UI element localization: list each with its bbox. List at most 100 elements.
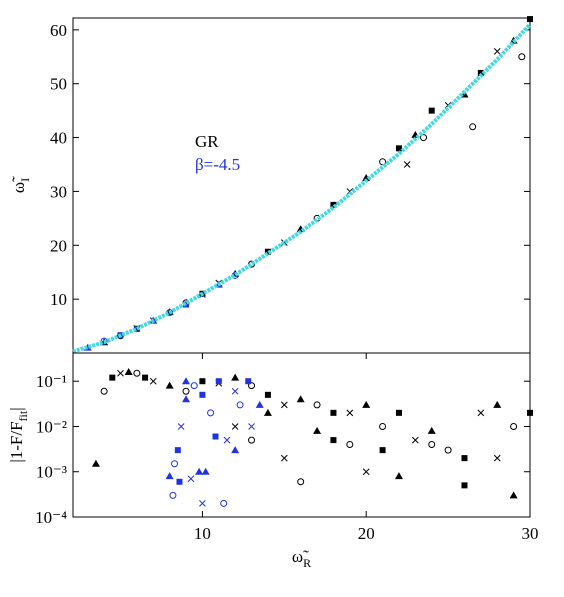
point — [394, 472, 403, 480]
point — [330, 201, 337, 208]
legend-label: GR — [195, 132, 219, 151]
axis-label-part: | — [7, 407, 26, 410]
point — [231, 387, 239, 395]
point — [403, 161, 411, 168]
plot-frame — [72, 352, 531, 518]
point — [190, 382, 198, 390]
point — [220, 499, 228, 507]
y-tick-label: 20 — [50, 236, 67, 255]
point — [477, 409, 485, 417]
legend-label: β=-4.5 — [195, 155, 240, 174]
point — [169, 491, 177, 499]
point — [346, 440, 354, 448]
point — [280, 401, 288, 409]
point — [124, 367, 133, 375]
point — [362, 468, 370, 476]
point — [379, 447, 386, 454]
point — [379, 422, 387, 430]
point — [109, 374, 116, 381]
y-tick-label: 10 — [50, 290, 67, 309]
axis-subscript: I — [18, 178, 32, 182]
y-tick-label: 30 — [50, 182, 67, 201]
point — [142, 374, 149, 381]
x-tick-label: 10 — [194, 524, 211, 543]
point — [518, 53, 526, 61]
point — [263, 408, 272, 416]
axis-subscript: fit — [16, 410, 30, 421]
point — [231, 373, 240, 381]
point — [248, 382, 256, 390]
point — [313, 426, 322, 434]
y-tick-label: 10⁻¹ — [36, 372, 67, 391]
axis-label: ω̃I — [9, 176, 32, 193]
point — [527, 409, 533, 416]
point — [171, 460, 179, 468]
point — [165, 472, 174, 480]
point — [428, 107, 435, 114]
axis-label-part: |1-F/F — [7, 421, 26, 462]
point — [201, 467, 210, 475]
point — [296, 395, 305, 403]
point — [199, 391, 206, 398]
point — [395, 409, 402, 416]
point — [215, 378, 222, 385]
point — [207, 409, 215, 417]
point — [255, 400, 264, 408]
point — [182, 377, 191, 385]
y-tick-label: 10⁻⁴ — [35, 508, 67, 527]
axis-label: |1-F/Ffit| — [7, 407, 30, 462]
point — [165, 381, 174, 389]
point — [264, 391, 271, 398]
point — [527, 16, 533, 23]
y-tick-label: 50 — [50, 75, 67, 94]
point — [223, 436, 231, 444]
point — [149, 377, 157, 385]
point — [117, 369, 124, 377]
y-tick-label: 40 — [50, 129, 67, 148]
x-tick-label: 30 — [522, 524, 539, 543]
y-tick-label: 10⁻² — [36, 417, 67, 436]
point — [297, 478, 305, 486]
point — [176, 478, 183, 485]
point — [248, 436, 256, 444]
point — [510, 422, 518, 430]
point — [428, 440, 436, 448]
point — [420, 134, 428, 142]
point — [91, 459, 100, 467]
point — [362, 400, 371, 408]
point — [100, 387, 108, 395]
point — [509, 491, 518, 499]
point — [199, 378, 206, 385]
point — [461, 482, 468, 489]
axis-label: ω̃R — [292, 547, 311, 570]
point — [461, 455, 468, 462]
point — [427, 426, 436, 434]
fit-line — [72, 23, 532, 354]
point — [280, 454, 288, 462]
point — [177, 423, 185, 430]
point — [346, 409, 354, 417]
point — [330, 409, 337, 416]
axis-subscript: R — [303, 556, 311, 570]
point — [330, 437, 337, 444]
point — [199, 500, 206, 507]
point — [231, 446, 240, 454]
point — [477, 69, 484, 76]
point — [493, 400, 502, 408]
point — [182, 387, 190, 395]
point — [212, 433, 219, 440]
point — [395, 145, 402, 152]
point — [313, 401, 321, 409]
point — [187, 475, 195, 483]
point — [236, 401, 244, 409]
point — [245, 378, 252, 385]
point — [469, 123, 477, 131]
point — [195, 467, 204, 475]
point — [133, 369, 141, 377]
point — [411, 436, 419, 444]
point — [493, 454, 501, 462]
plot-frame — [72, 17, 531, 354]
point — [493, 48, 501, 55]
y-tick-label: 10⁻³ — [36, 463, 67, 482]
